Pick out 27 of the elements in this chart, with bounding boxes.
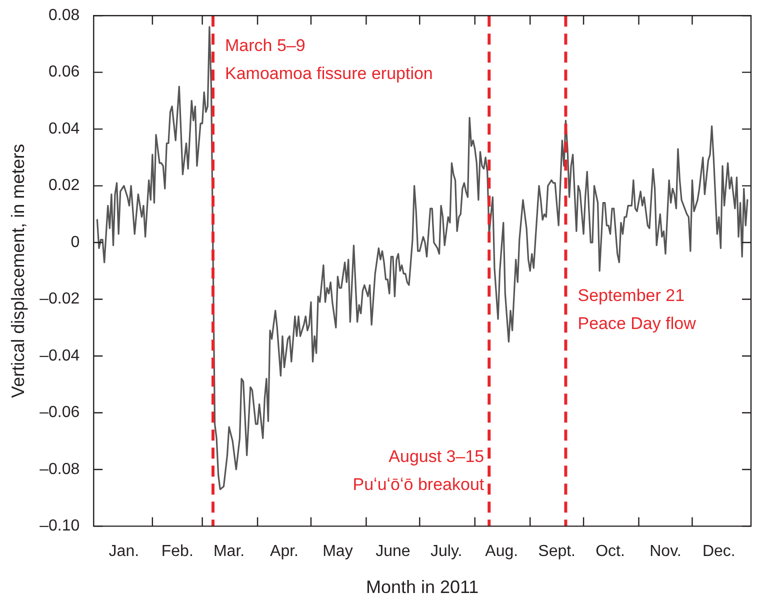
x-tick-label: Sept. (538, 543, 576, 560)
y-tick-label: –0.10 (40, 518, 80, 535)
x-tick-label: Oct. (596, 543, 625, 560)
x-tick-label: Dec. (702, 543, 736, 560)
x-tick-label: Apr. (270, 543, 298, 560)
x-axis-title: Month in 2011 (366, 577, 479, 598)
y-tick-label: –0.06 (40, 404, 80, 422)
ref-line-label: March 5–9 Kamoamoa fissure eruption (224, 36, 433, 83)
x-tick-label: July. (430, 543, 462, 560)
x-tick-label: May (322, 543, 353, 560)
y-axis-title: Vertical displacement, in meters (8, 144, 28, 398)
x-tick-label: Jan. (108, 543, 140, 560)
ref-line-label: August 3–15 Puʻuʻōʻō breakout (352, 446, 484, 494)
y-tick-label: –0.08 (40, 460, 80, 478)
y-tick-label: 0 (70, 234, 80, 251)
ref-line-label: September 21 Peace Day flow (578, 286, 697, 334)
y-tick-label: 0.02 (48, 177, 80, 194)
x-tick-label: June (376, 543, 410, 560)
y-tick-label: 0.04 (48, 120, 80, 138)
y-tick-label: 0.08 (48, 7, 80, 24)
x-tick-label: Nov. (650, 543, 682, 560)
y-tick-label: –0.04 (40, 347, 80, 364)
y-tick-label: –0.02 (40, 290, 80, 308)
x-tick-label: Feb. (161, 543, 194, 560)
x-tick-label: Mar. (213, 543, 245, 560)
y-tick-label: 0.06 (48, 64, 80, 81)
x-tick-label: Aug. (485, 543, 518, 560)
